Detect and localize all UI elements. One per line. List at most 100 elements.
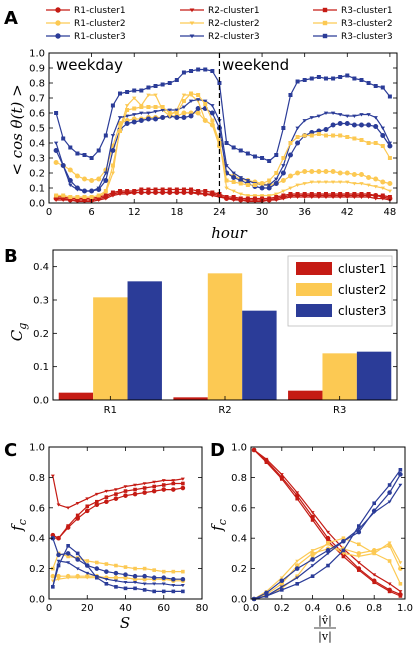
legend-marker-R2-cluster3 — [189, 34, 195, 39]
data-point-R3-cluster1 — [196, 189, 201, 193]
data-point-R2-cluster3 — [352, 114, 357, 118]
data-point-R3-cluster1 — [309, 192, 314, 196]
data-point-R2-cluster3 — [75, 567, 80, 571]
data-point-R3-cluster1 — [274, 195, 279, 199]
data-point-R2-cluster1 — [113, 488, 118, 492]
x-tick-label: R3 — [333, 405, 346, 416]
data-point-R3-cluster2 — [372, 551, 376, 556]
data-point-R2-cluster3 — [181, 105, 187, 109]
data-point-R2-cluster3 — [104, 577, 109, 582]
data-point-R3-cluster3 — [238, 148, 243, 153]
data-point-R2-cluster1 — [171, 479, 176, 483]
weekday-label: weekday — [56, 56, 123, 74]
data-point-R3-cluster3 — [341, 548, 346, 553]
data-point-R3-cluster2 — [196, 93, 201, 97]
data-point-R2-cluster1 — [153, 191, 158, 195]
svg-text:|v|: |v| — [318, 630, 332, 644]
data-point-R2-cluster3 — [142, 582, 147, 586]
data-point-R3-cluster3 — [210, 69, 215, 73]
data-point-R3-cluster2 — [181, 569, 185, 574]
data-point-R3-cluster1 — [104, 495, 109, 499]
data-point-R3-cluster2 — [295, 574, 299, 578]
data-point-R3-cluster1 — [338, 192, 343, 196]
data-point-R1-cluster3 — [273, 181, 279, 186]
data-point-R3-cluster3 — [280, 588, 284, 592]
data-point-R3-cluster3 — [189, 69, 194, 73]
data-point-R1-cluster3 — [132, 573, 138, 579]
bar-R2-cluster1 — [173, 397, 208, 400]
data-point-R3-cluster2 — [341, 536, 346, 540]
data-point-R2-cluster1 — [139, 191, 144, 195]
data-point-R3-cluster1 — [139, 187, 144, 192]
legend-label-R3-cluster3: R3-cluster3 — [341, 32, 393, 42]
y-tick-label: 0.0 — [33, 396, 49, 407]
data-point-R2-cluster2 — [366, 183, 371, 187]
data-point-R2-cluster3 — [309, 116, 314, 120]
data-point-R2-cluster3 — [132, 113, 137, 117]
data-point-R2-cluster3 — [113, 579, 118, 583]
data-point-R3-cluster3 — [331, 76, 336, 81]
data-point-R2-cluster3 — [68, 183, 73, 187]
legend-label-cluster2: cluster2 — [338, 283, 386, 297]
data-point-R3-cluster3 — [380, 85, 385, 90]
panel-c: C 0 20 40 60 80 0.0 0.2 0.4 0.6 0.8 1.0 fc S — [4, 440, 208, 632]
y-tick-label: 0.5 — [29, 124, 45, 135]
x-tick-label: R1 — [104, 405, 117, 416]
y-tick-label: 0.3 — [29, 154, 45, 165]
data-point-R2-cluster3 — [238, 176, 243, 180]
data-point-R2-cluster3 — [82, 189, 87, 193]
data-point-R3-cluster3 — [326, 563, 330, 568]
x-tick-label: 18 — [170, 207, 183, 218]
data-point-R2-cluster1 — [231, 198, 236, 202]
data-point-R1-cluster3 — [110, 148, 116, 153]
data-point-R1-cluster3 — [280, 170, 286, 176]
data-point-R3-cluster2 — [132, 106, 137, 111]
data-point-R1-cluster3 — [344, 121, 350, 126]
data-point-R2-cluster3 — [160, 108, 165, 112]
data-point-R3-cluster2 — [85, 559, 90, 563]
data-point-R3-cluster1 — [238, 196, 243, 201]
legend-label-cluster1: cluster1 — [338, 262, 386, 276]
data-point-R3-cluster3 — [196, 67, 201, 72]
data-point-R3-cluster3 — [114, 585, 118, 589]
panel-c-xlabel: S — [120, 614, 130, 632]
data-point-R3-cluster1 — [142, 486, 147, 490]
data-point-R1-cluster3 — [387, 490, 392, 495]
data-point-R1-cluster3 — [56, 552, 61, 558]
data-point-R2-cluster1 — [203, 192, 208, 196]
data-point-R2-cluster2 — [387, 189, 393, 193]
data-point-R2-cluster1 — [281, 197, 286, 201]
x-tick-label: 0.4 — [305, 603, 321, 614]
data-point-R2-cluster1 — [180, 477, 185, 481]
data-point-R3-cluster3 — [61, 136, 66, 141]
data-point-R2-cluster2 — [281, 189, 286, 193]
data-point-R2-cluster3 — [345, 114, 350, 118]
data-point-R2-cluster1 — [66, 506, 71, 510]
data-point-R3-cluster1 — [341, 554, 346, 559]
data-point-R3-cluster3 — [260, 156, 265, 160]
legend-marker-R1-cluster3 — [55, 33, 61, 39]
legend-label-cluster3: cluster3 — [338, 304, 386, 318]
x-tick-label: 60 — [157, 603, 170, 614]
legend-marker-R2-cluster1 — [189, 8, 195, 13]
data-point-R2-cluster3 — [61, 164, 66, 168]
data-point-R2-cluster1 — [372, 573, 377, 577]
data-point-R3-cluster2 — [171, 569, 176, 574]
data-point-R2-cluster3 — [266, 183, 272, 187]
data-point-R3-cluster2 — [231, 180, 236, 184]
data-point-R3-cluster3 — [146, 85, 151, 90]
data-point-R3-cluster3 — [267, 159, 272, 163]
data-point-R2-cluster2 — [316, 180, 322, 184]
data-point-R2-cluster1 — [274, 198, 279, 202]
data-point-R1-cluster3 — [94, 566, 100, 571]
data-point-R3-cluster3 — [68, 145, 73, 150]
data-point-R2-cluster1 — [117, 192, 123, 196]
y-tick-label: 0.4 — [231, 534, 247, 545]
data-point-R2-cluster3 — [295, 576, 300, 580]
data-point-R3-cluster2 — [104, 562, 109, 566]
data-point-R2-cluster1 — [181, 191, 187, 195]
data-point-R2-cluster1 — [142, 482, 147, 486]
data-point-R3-cluster1 — [302, 192, 307, 196]
data-point-R3-cluster2 — [326, 540, 330, 545]
data-point-R1-cluster2 — [67, 167, 73, 173]
